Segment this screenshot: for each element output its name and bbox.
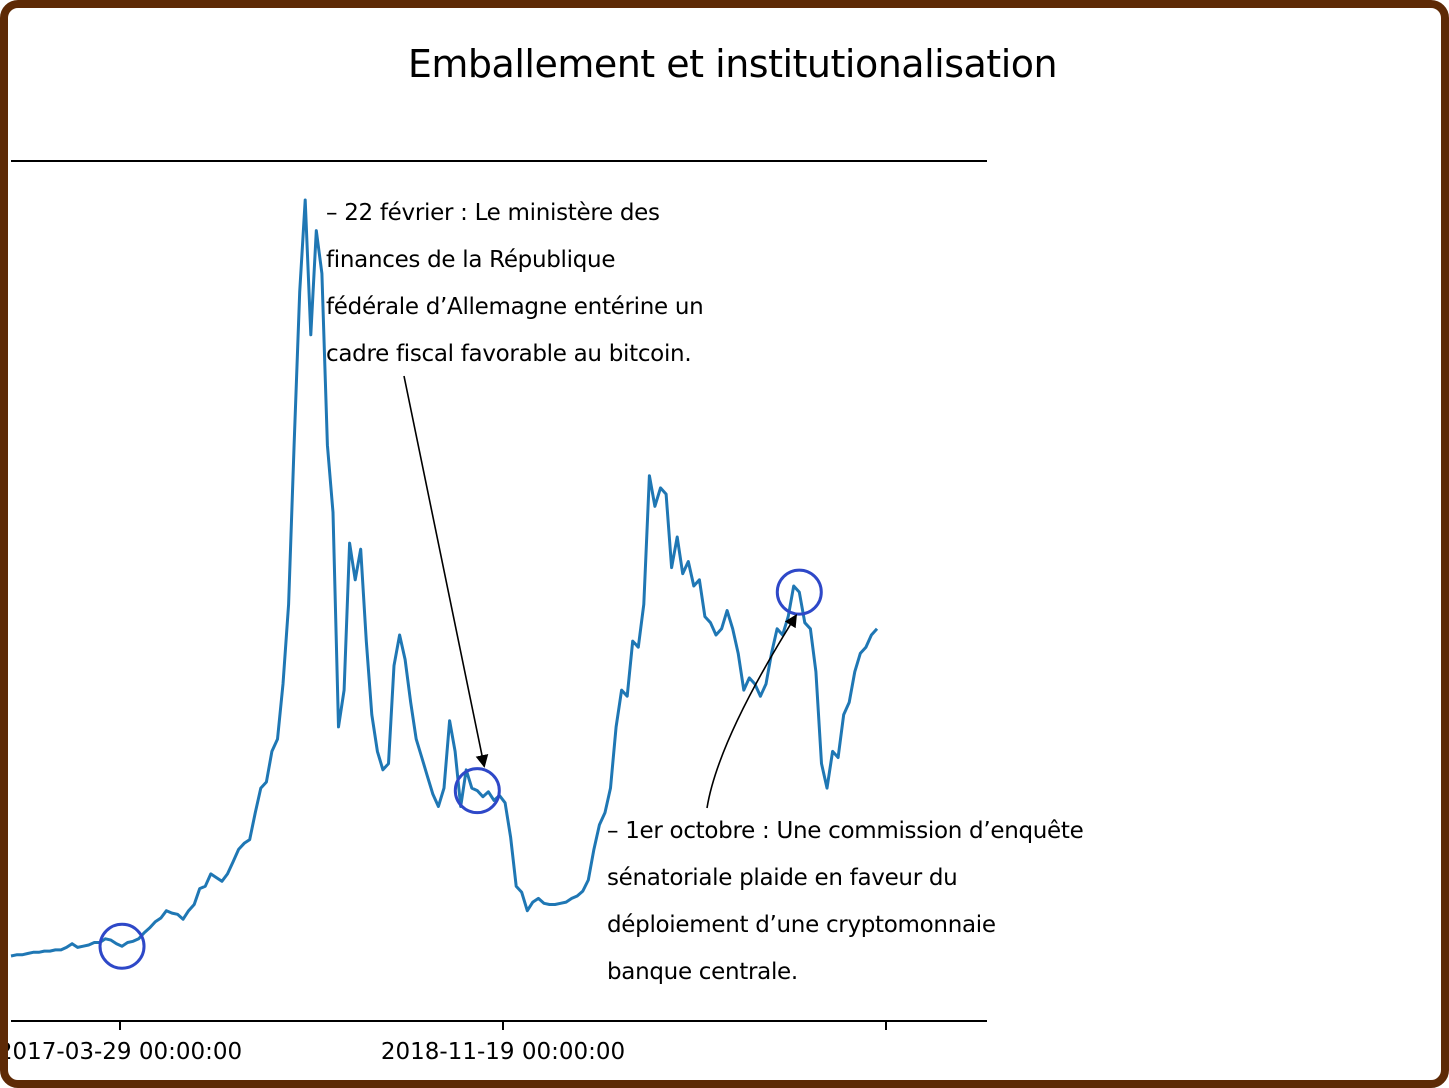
line-chart: 2017-03-29 00:00:00 2018-11-19 00:00:00: [8, 160, 987, 1065]
annotation-line: banque centrale.: [607, 959, 798, 985]
annotation-line: – 1er octobre : Une commission d’enquête: [607, 818, 1084, 844]
highlight-circle: [453, 767, 501, 815]
annotation-line: déploiement d’une cryptomonnaie: [607, 912, 996, 938]
annotation-line: finances de la République: [326, 247, 616, 273]
series-line: [10, 198, 879, 958]
annotation-october: – 1er octobre : Une commission d’enquête…: [607, 808, 1084, 996]
annotation-line: cadre fiscal favorable au bitcoin.: [326, 341, 692, 367]
annotation-february: – 22 février : Le ministère des finances…: [326, 190, 704, 378]
x-tick-label: 2018-11-19 00:00:00: [381, 1039, 625, 1065]
annotation-line: fédérale d’Allemagne entérine un: [326, 294, 704, 320]
x-tick-label: 2017-03-29 00:00:00: [8, 1039, 242, 1065]
annotation-line: – 22 février : Le ministère des: [326, 200, 660, 226]
chart-title: Emballement et institutionalisation: [407, 42, 1058, 86]
annotation-arrow: [403, 375, 489, 768]
annotation-arrow: [706, 614, 797, 809]
highlight-circle: [98, 922, 146, 970]
annotation-line: sénatoriale plaide en faveur du: [607, 865, 958, 891]
highlight-circle: [775, 568, 823, 616]
